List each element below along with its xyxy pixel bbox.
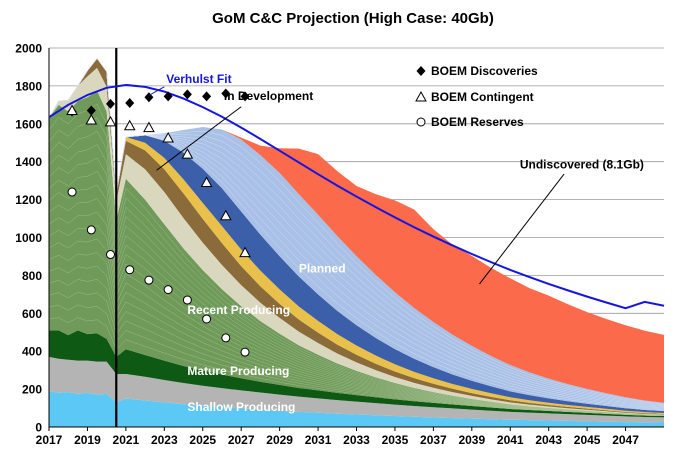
y-tick-label: 1800 [15,79,42,93]
boem-reserves-point [163,285,173,295]
boem-reserves-point [106,250,115,260]
boem-contingent-point [162,131,175,143]
x-tick-label: 2041 [497,433,524,447]
boem-reserves-point [221,333,231,343]
boem-discoveries-point [240,91,250,102]
annotations: Verhulst Fit In Development Undiscovered (… [148,72,644,414]
area-undiscovered-8-1gb- [49,58,664,403]
legend-item-label: BOEM Discoveries [431,64,538,78]
boem-contingent-point [104,115,117,127]
legend: BOEM Discoveries BOEM Contingent BOEM Rese… [415,64,538,129]
label-in-development: In Development [224,89,313,103]
boem-discoveries-point [125,97,135,108]
boem-contingent-point [85,113,98,125]
boem-discoveries-point [144,92,154,103]
boem-contingent-point [66,104,78,116]
x-tick-label: 2033 [343,433,370,447]
label-planned: Planned [299,262,346,276]
area-recent-producing-wells- [49,90,664,416]
legend-item-label: BOEM Contingent [431,90,534,104]
label-shallow-producing: Shallow Producing [187,400,295,414]
y-tick-label: 1200 [15,193,42,207]
x-tick-label: 2043 [535,433,562,447]
boem-discoveries-point [163,91,173,102]
label-mature-producing: Mature Producing [187,364,289,378]
boem-contingent-point [123,119,136,131]
x-tick-label: 2021 [113,433,140,447]
boem-reserves-point [67,187,77,197]
boem-reserves-point [125,265,135,275]
verhulst-fit-line [48,83,665,310]
y-tick-label: 800 [22,269,42,283]
y-tick-label: 200 [22,383,42,397]
y-tick-label: 1400 [15,155,42,169]
x-tick-label: 2017 [36,433,63,447]
y-tick-label: 400 [22,345,42,359]
x-tick-label: 2045 [574,433,601,447]
y-tick-label: 0 [35,421,42,435]
x-tick-label: 2023 [151,433,178,447]
boem-discoveries-point [86,105,96,116]
boem-contingent-point [143,121,155,133]
legend-marker-triangle [415,90,427,102]
stacked-areas [48,58,665,427]
boem-contingent-point [239,246,251,258]
boem-markers [66,88,251,357]
x-tick-label: 2035 [382,433,409,447]
area-planned [49,58,664,412]
chart-title: GoM C&C Projection (High Case: 40Gb) [212,10,494,27]
x-tick-label: 2047 [612,433,639,447]
boem-reserves-point [182,295,192,305]
x-tick-label: 2029 [266,433,293,447]
x-tick-label: 2025 [189,433,216,447]
y-tick-label: 2000 [15,42,42,56]
area-planned-early- [49,58,664,413]
legend-marker-circle [416,117,426,127]
area-recent-producing [49,330,664,418]
boem-reserves-point [144,275,154,285]
verhulst-fit [48,83,665,310]
y-tick-label: 1600 [15,117,42,131]
planned-line [48,58,665,404]
boem-reserves-point [240,347,250,357]
boem-discoveries-point [182,89,192,100]
x-tick-label: 2037 [420,433,447,447]
boem-contingent-point [219,209,232,221]
undiscovered-leader [479,173,565,285]
boem-discoveries-point [202,91,212,102]
label-undiscovered-8-1gb-: Undiscovered (8.1Gb) [520,157,644,171]
legend-marker-diamond [416,66,426,76]
legend-item-label: BOEM Reserves [431,115,524,129]
boem-discoveries-point [106,98,115,109]
x-tick-label: 2027 [228,433,255,447]
boem-contingent-point [181,148,194,159]
area-shallow-producing [49,390,664,427]
x-tick-label: 2039 [458,433,485,447]
y-tick-label: 600 [22,307,42,321]
x-tick-label: 2019 [74,433,101,447]
verhulst-leader [148,86,165,96]
in-development-leader [156,106,242,171]
boem-contingent-point [200,176,213,188]
boem-reserves-point [86,225,96,235]
label-verhulst-fit: Verhulst Fit [166,72,231,86]
label-recent-producing: Recent Producing [187,303,290,317]
x-tick-label: 2031 [305,433,332,447]
axes: 0 200 400 600 800 1000 1200 1400 1600 1800 2000 201… [15,42,664,447]
boem-reserves-point [202,314,212,324]
area-mature-producing [49,356,664,423]
boem-discoveries-point [221,88,231,99]
y-tick-label: 1000 [15,231,42,245]
